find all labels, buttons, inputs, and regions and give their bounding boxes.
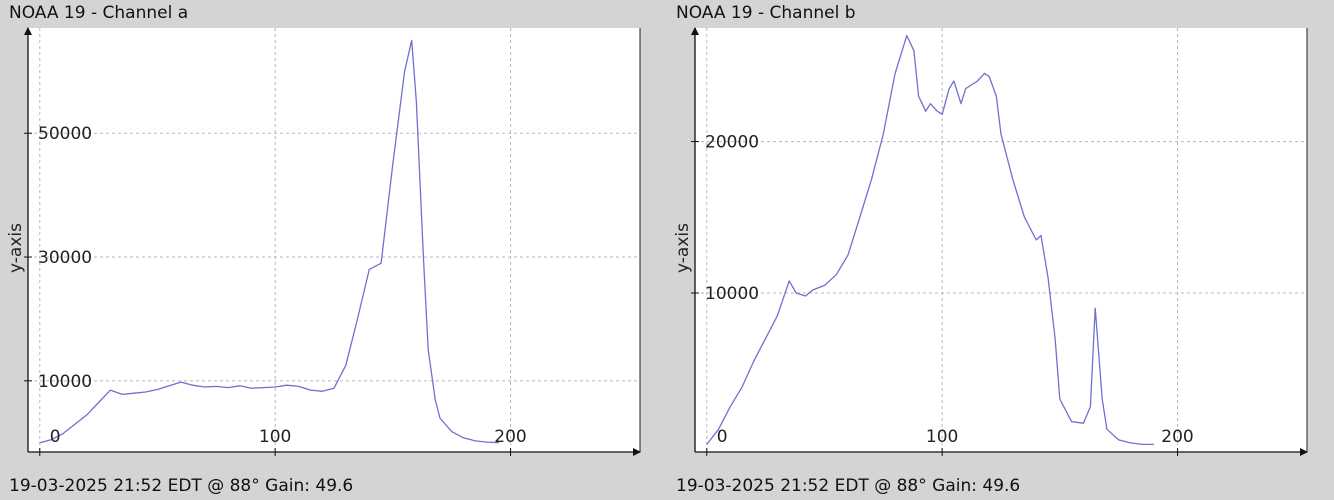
x-tick-label: 200 [494,427,526,447]
series-line [706,34,1154,446]
y-axis-arrow [24,27,32,35]
x-tick-label: 100 [259,427,291,447]
chart-panel-channel-b: NOAA 19 - Channel b 0 100 200 10000 20000 y-a… [667,0,1334,500]
y-axis-label: y-axis [673,223,693,273]
x-axis-arrow [633,448,641,456]
y-tick-label: 10000 [38,372,92,392]
plot-area [695,28,1307,452]
series-line [39,39,499,444]
chart-title: NOAA 19 - Channel b [676,3,856,23]
plot-area [28,28,640,452]
x-tick-label: 200 [1161,427,1193,447]
status-footer: 19-03-2025 21:52 EDT @ 88° Gain: 49.6 [9,476,354,496]
x-tick-label: 0 [50,427,61,447]
y-tick-label: 50000 [38,124,92,144]
status-footer: 19-03-2025 21:52 EDT @ 88° Gain: 49.6 [676,476,1021,496]
x-tick-label: 0 [717,427,728,447]
chart-title: NOAA 19 - Channel a [9,3,189,23]
y-axis-arrow [691,27,699,35]
y-axis-label: y-axis [6,223,26,273]
y-tick-label: 30000 [38,248,92,268]
chart-panel-channel-a: NOAA 19 - Channel a 0 100 200 10000 30000 500… [6,3,641,496]
y-tick-label: 20000 [705,133,759,153]
y-tick-label: 10000 [705,284,759,304]
line-chart-channel-a: 0 100 200 10000 30000 50000 y-axis [6,27,641,456]
line-chart-channel-b: 0 100 200 10000 20000 y-axis [673,27,1308,456]
x-axis-arrow [1300,448,1308,456]
x-tick-label: 100 [926,427,958,447]
